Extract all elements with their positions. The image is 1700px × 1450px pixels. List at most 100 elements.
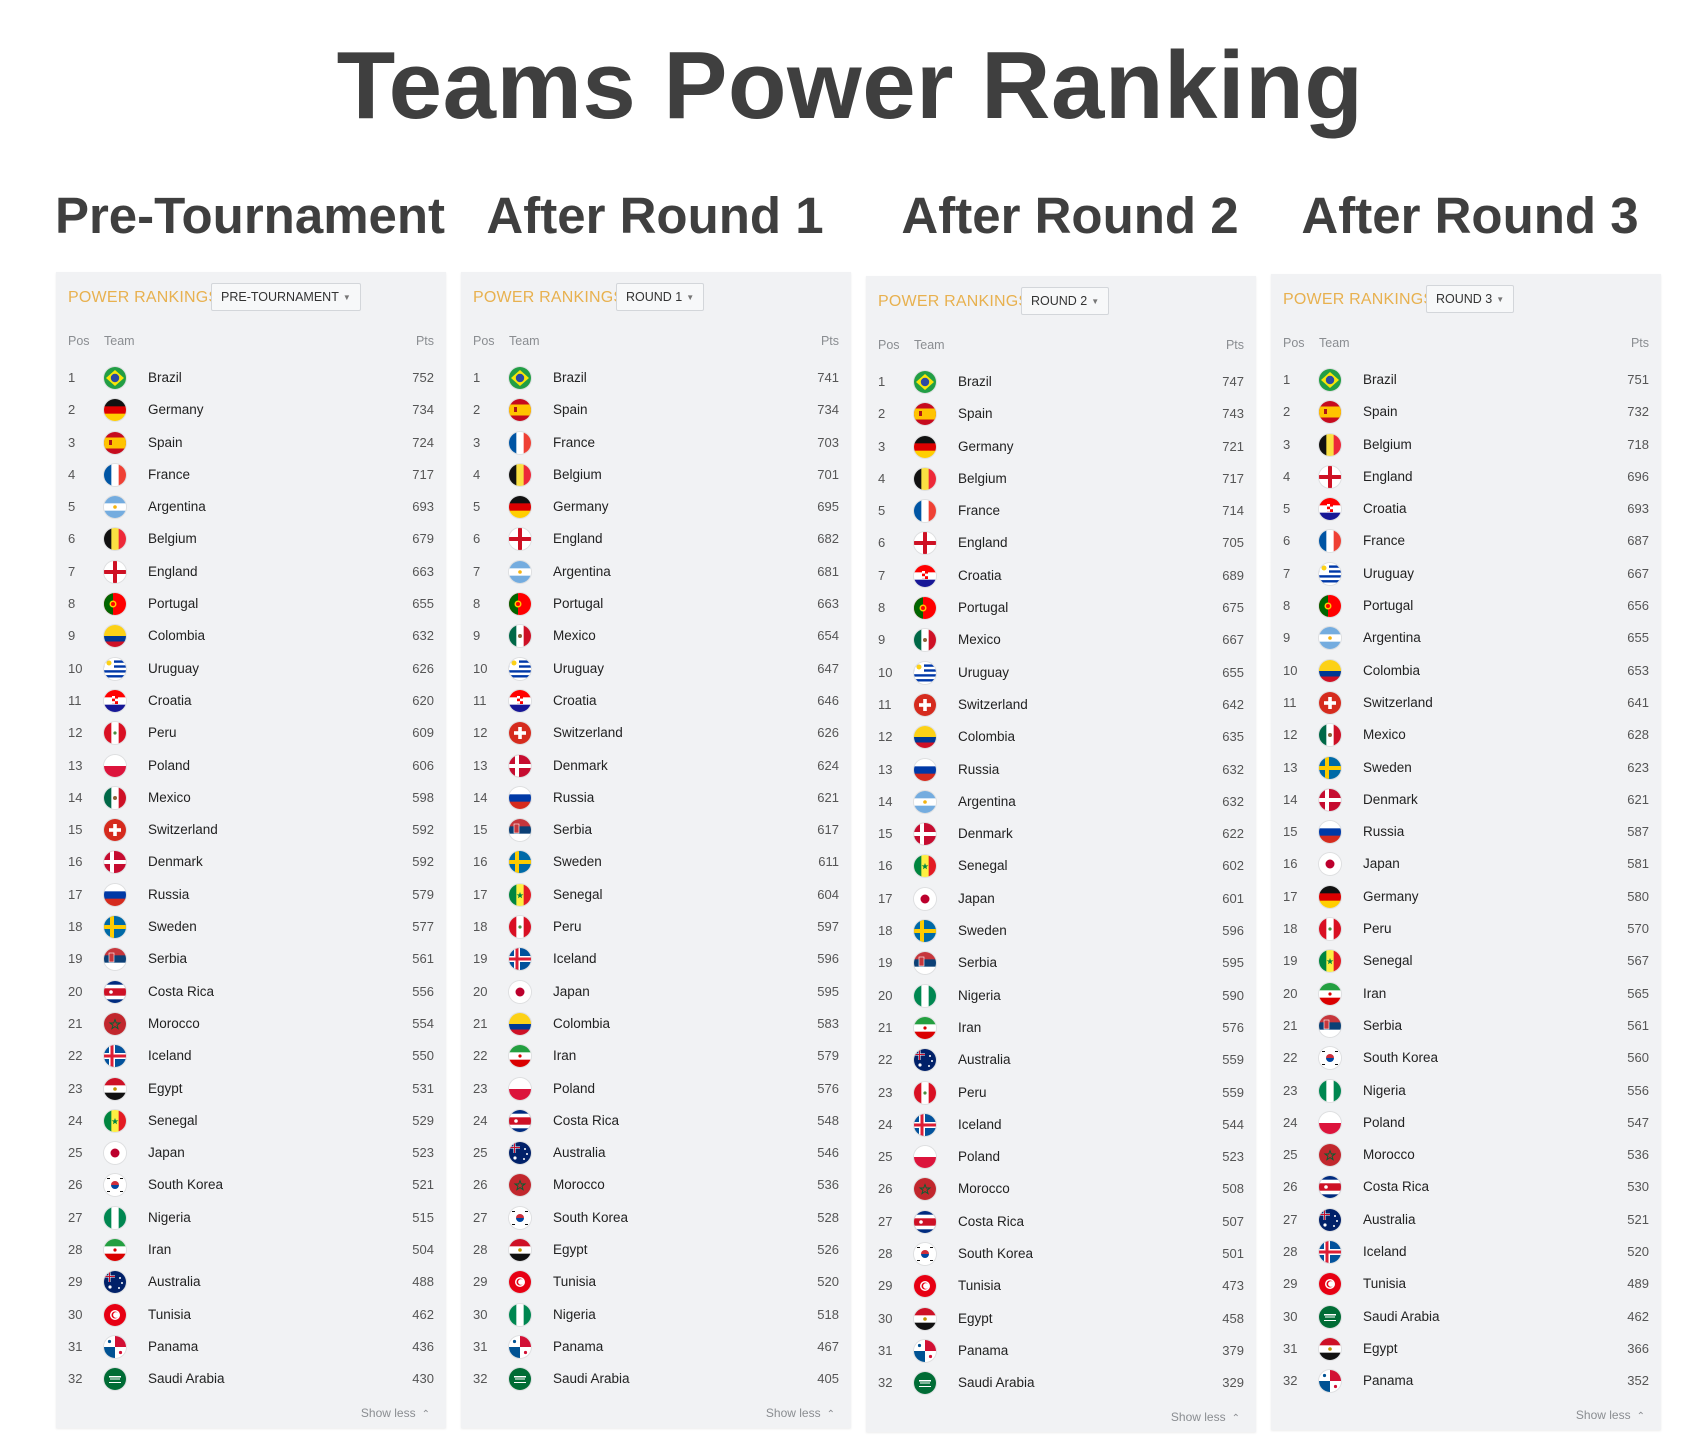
ranking-row[interactable]: 4 France 717 — [56, 459, 446, 491]
ranking-row[interactable]: 25 Morocco 536 — [1271, 1139, 1661, 1171]
ranking-row[interactable]: 17 Senegal 604 — [461, 879, 851, 911]
ranking-row[interactable]: 9 Colombia 632 — [56, 620, 446, 652]
ranking-row[interactable]: 7 England 663 — [56, 556, 446, 588]
ranking-row[interactable]: 17 Russia 579 — [56, 879, 446, 911]
ranking-row[interactable]: 28 South Korea 501 — [866, 1238, 1256, 1270]
ranking-row[interactable]: 5 France 714 — [866, 495, 1256, 527]
ranking-row[interactable]: 6 France 687 — [1271, 525, 1661, 557]
ranking-row[interactable]: 31 Panama 379 — [866, 1335, 1256, 1367]
ranking-row[interactable]: 32 Saudi Arabia 430 — [56, 1363, 446, 1395]
ranking-row[interactable]: 2 Spain 734 — [461, 394, 851, 426]
ranking-row[interactable]: 12 Colombia 635 — [866, 721, 1256, 753]
ranking-row[interactable]: 13 Poland 606 — [56, 750, 446, 782]
ranking-row[interactable]: 25 Poland 523 — [866, 1141, 1256, 1173]
ranking-row[interactable]: 16 Senegal 602 — [866, 850, 1256, 882]
ranking-row[interactable]: 24 Iceland 544 — [866, 1109, 1256, 1141]
ranking-row[interactable]: 26 Costa Rica 530 — [1271, 1171, 1661, 1203]
ranking-row[interactable]: 27 Nigeria 515 — [56, 1202, 446, 1234]
ranking-row[interactable]: 14 Russia 621 — [461, 782, 851, 814]
ranking-row[interactable]: 23 Peru 559 — [866, 1077, 1256, 1109]
ranking-row[interactable]: 19 Serbia 595 — [866, 947, 1256, 979]
ranking-row[interactable]: 19 Senegal 567 — [1271, 945, 1661, 977]
ranking-row[interactable]: 8 Portugal 655 — [56, 588, 446, 620]
ranking-row[interactable]: 14 Mexico 598 — [56, 782, 446, 814]
ranking-row[interactable]: 10 Uruguay 655 — [866, 657, 1256, 689]
ranking-row[interactable]: 29 Tunisia 520 — [461, 1266, 851, 1298]
ranking-row[interactable]: 9 Mexico 667 — [866, 624, 1256, 656]
ranking-row[interactable]: 22 Iceland 550 — [56, 1040, 446, 1072]
ranking-row[interactable]: 21 Colombia 583 — [461, 1008, 851, 1040]
ranking-row[interactable]: 14 Argentina 632 — [866, 786, 1256, 818]
ranking-row[interactable]: 5 Germany 695 — [461, 491, 851, 523]
ranking-row[interactable]: 1 Brazil 747 — [866, 366, 1256, 398]
ranking-row[interactable]: 18 Peru 597 — [461, 911, 851, 943]
ranking-row[interactable]: 22 Iran 579 — [461, 1040, 851, 1072]
ranking-row[interactable]: 20 Nigeria 590 — [866, 980, 1256, 1012]
ranking-row[interactable]: 29 Australia 488 — [56, 1266, 446, 1298]
ranking-row[interactable]: 17 Japan 601 — [866, 883, 1256, 915]
ranking-row[interactable]: 21 Serbia 561 — [1271, 1010, 1661, 1042]
ranking-row[interactable]: 23 Egypt 531 — [56, 1073, 446, 1105]
ranking-row[interactable]: 19 Iceland 596 — [461, 943, 851, 975]
ranking-row[interactable]: 3 Belgium 718 — [1271, 429, 1661, 461]
ranking-row[interactable]: 23 Nigeria 556 — [1271, 1075, 1661, 1107]
ranking-row[interactable]: 11 Croatia 620 — [56, 685, 446, 717]
ranking-row[interactable]: 15 Serbia 617 — [461, 814, 851, 846]
show-less-button[interactable]: Show less ⌃ — [361, 1406, 430, 1420]
show-less-button[interactable]: Show less ⌃ — [766, 1406, 835, 1420]
ranking-row[interactable]: 9 Argentina 655 — [1271, 622, 1661, 654]
ranking-row[interactable]: 4 Belgium 717 — [866, 463, 1256, 495]
ranking-row[interactable]: 13 Russia 632 — [866, 754, 1256, 786]
ranking-row[interactable]: 1 Brazil 752 — [56, 362, 446, 394]
ranking-row[interactable]: 1 Brazil 741 — [461, 362, 851, 394]
ranking-row[interactable]: 15 Denmark 622 — [866, 818, 1256, 850]
ranking-row[interactable]: 5 Croatia 693 — [1271, 493, 1661, 525]
ranking-row[interactable]: 17 Germany 580 — [1271, 881, 1661, 913]
ranking-row[interactable]: 31 Panama 436 — [56, 1331, 446, 1363]
ranking-row[interactable]: 21 Morocco 554 — [56, 1008, 446, 1040]
ranking-row[interactable]: 2 Spain 743 — [866, 398, 1256, 430]
round-select[interactable]: ROUND 3 ▼ — [1426, 285, 1515, 313]
ranking-row[interactable]: 4 England 696 — [1271, 461, 1661, 493]
ranking-row[interactable]: 12 Mexico 628 — [1271, 719, 1661, 751]
ranking-row[interactable]: 6 Belgium 679 — [56, 523, 446, 555]
ranking-row[interactable]: 30 Egypt 458 — [866, 1303, 1256, 1335]
ranking-row[interactable]: 14 Denmark 621 — [1271, 784, 1661, 816]
ranking-row[interactable]: 8 Portugal 656 — [1271, 590, 1661, 622]
ranking-row[interactable]: 3 Germany 721 — [866, 431, 1256, 463]
ranking-row[interactable]: 21 Iran 576 — [866, 1012, 1256, 1044]
ranking-row[interactable]: 26 South Korea 521 — [56, 1169, 446, 1201]
ranking-row[interactable]: 24 Poland 547 — [1271, 1107, 1661, 1139]
ranking-row[interactable]: 20 Costa Rica 556 — [56, 976, 446, 1008]
ranking-row[interactable]: 6 England 705 — [866, 527, 1256, 559]
ranking-row[interactable]: 24 Senegal 529 — [56, 1105, 446, 1137]
ranking-row[interactable]: 5 Argentina 693 — [56, 491, 446, 523]
ranking-row[interactable]: 27 Australia 521 — [1271, 1204, 1661, 1236]
ranking-row[interactable]: 31 Panama 467 — [461, 1331, 851, 1363]
ranking-row[interactable]: 27 Costa Rica 507 — [866, 1206, 1256, 1238]
ranking-row[interactable]: 16 Denmark 592 — [56, 846, 446, 878]
ranking-row[interactable]: 26 Morocco 508 — [866, 1173, 1256, 1205]
ranking-row[interactable]: 15 Russia 587 — [1271, 816, 1661, 848]
ranking-row[interactable]: 16 Japan 581 — [1271, 848, 1661, 880]
ranking-row[interactable]: 3 France 703 — [461, 427, 851, 459]
ranking-row[interactable]: 25 Japan 523 — [56, 1137, 446, 1169]
round-select[interactable]: ROUND 1 ▼ — [616, 283, 705, 311]
ranking-row[interactable]: 32 Saudi Arabia 405 — [461, 1363, 851, 1395]
ranking-row[interactable]: 12 Switzerland 626 — [461, 717, 851, 749]
ranking-row[interactable]: 20 Iran 565 — [1271, 978, 1661, 1010]
round-select[interactable]: ROUND 2 ▼ — [1021, 287, 1110, 315]
ranking-row[interactable]: 11 Croatia 646 — [461, 685, 851, 717]
ranking-row[interactable]: 11 Switzerland 641 — [1271, 687, 1661, 719]
ranking-row[interactable]: 18 Peru 570 — [1271, 913, 1661, 945]
ranking-row[interactable]: 8 Portugal 663 — [461, 588, 851, 620]
ranking-row[interactable]: 10 Uruguay 626 — [56, 653, 446, 685]
ranking-row[interactable]: 20 Japan 595 — [461, 976, 851, 1008]
ranking-row[interactable]: 6 England 682 — [461, 523, 851, 555]
ranking-row[interactable]: 13 Sweden 623 — [1271, 752, 1661, 784]
ranking-row[interactable]: 23 Poland 576 — [461, 1073, 851, 1105]
ranking-row[interactable]: 3 Spain 724 — [56, 427, 446, 459]
ranking-row[interactable]: 32 Panama 352 — [1271, 1365, 1661, 1397]
ranking-row[interactable]: 28 Iceland 520 — [1271, 1236, 1661, 1268]
ranking-row[interactable]: 15 Switzerland 592 — [56, 814, 446, 846]
